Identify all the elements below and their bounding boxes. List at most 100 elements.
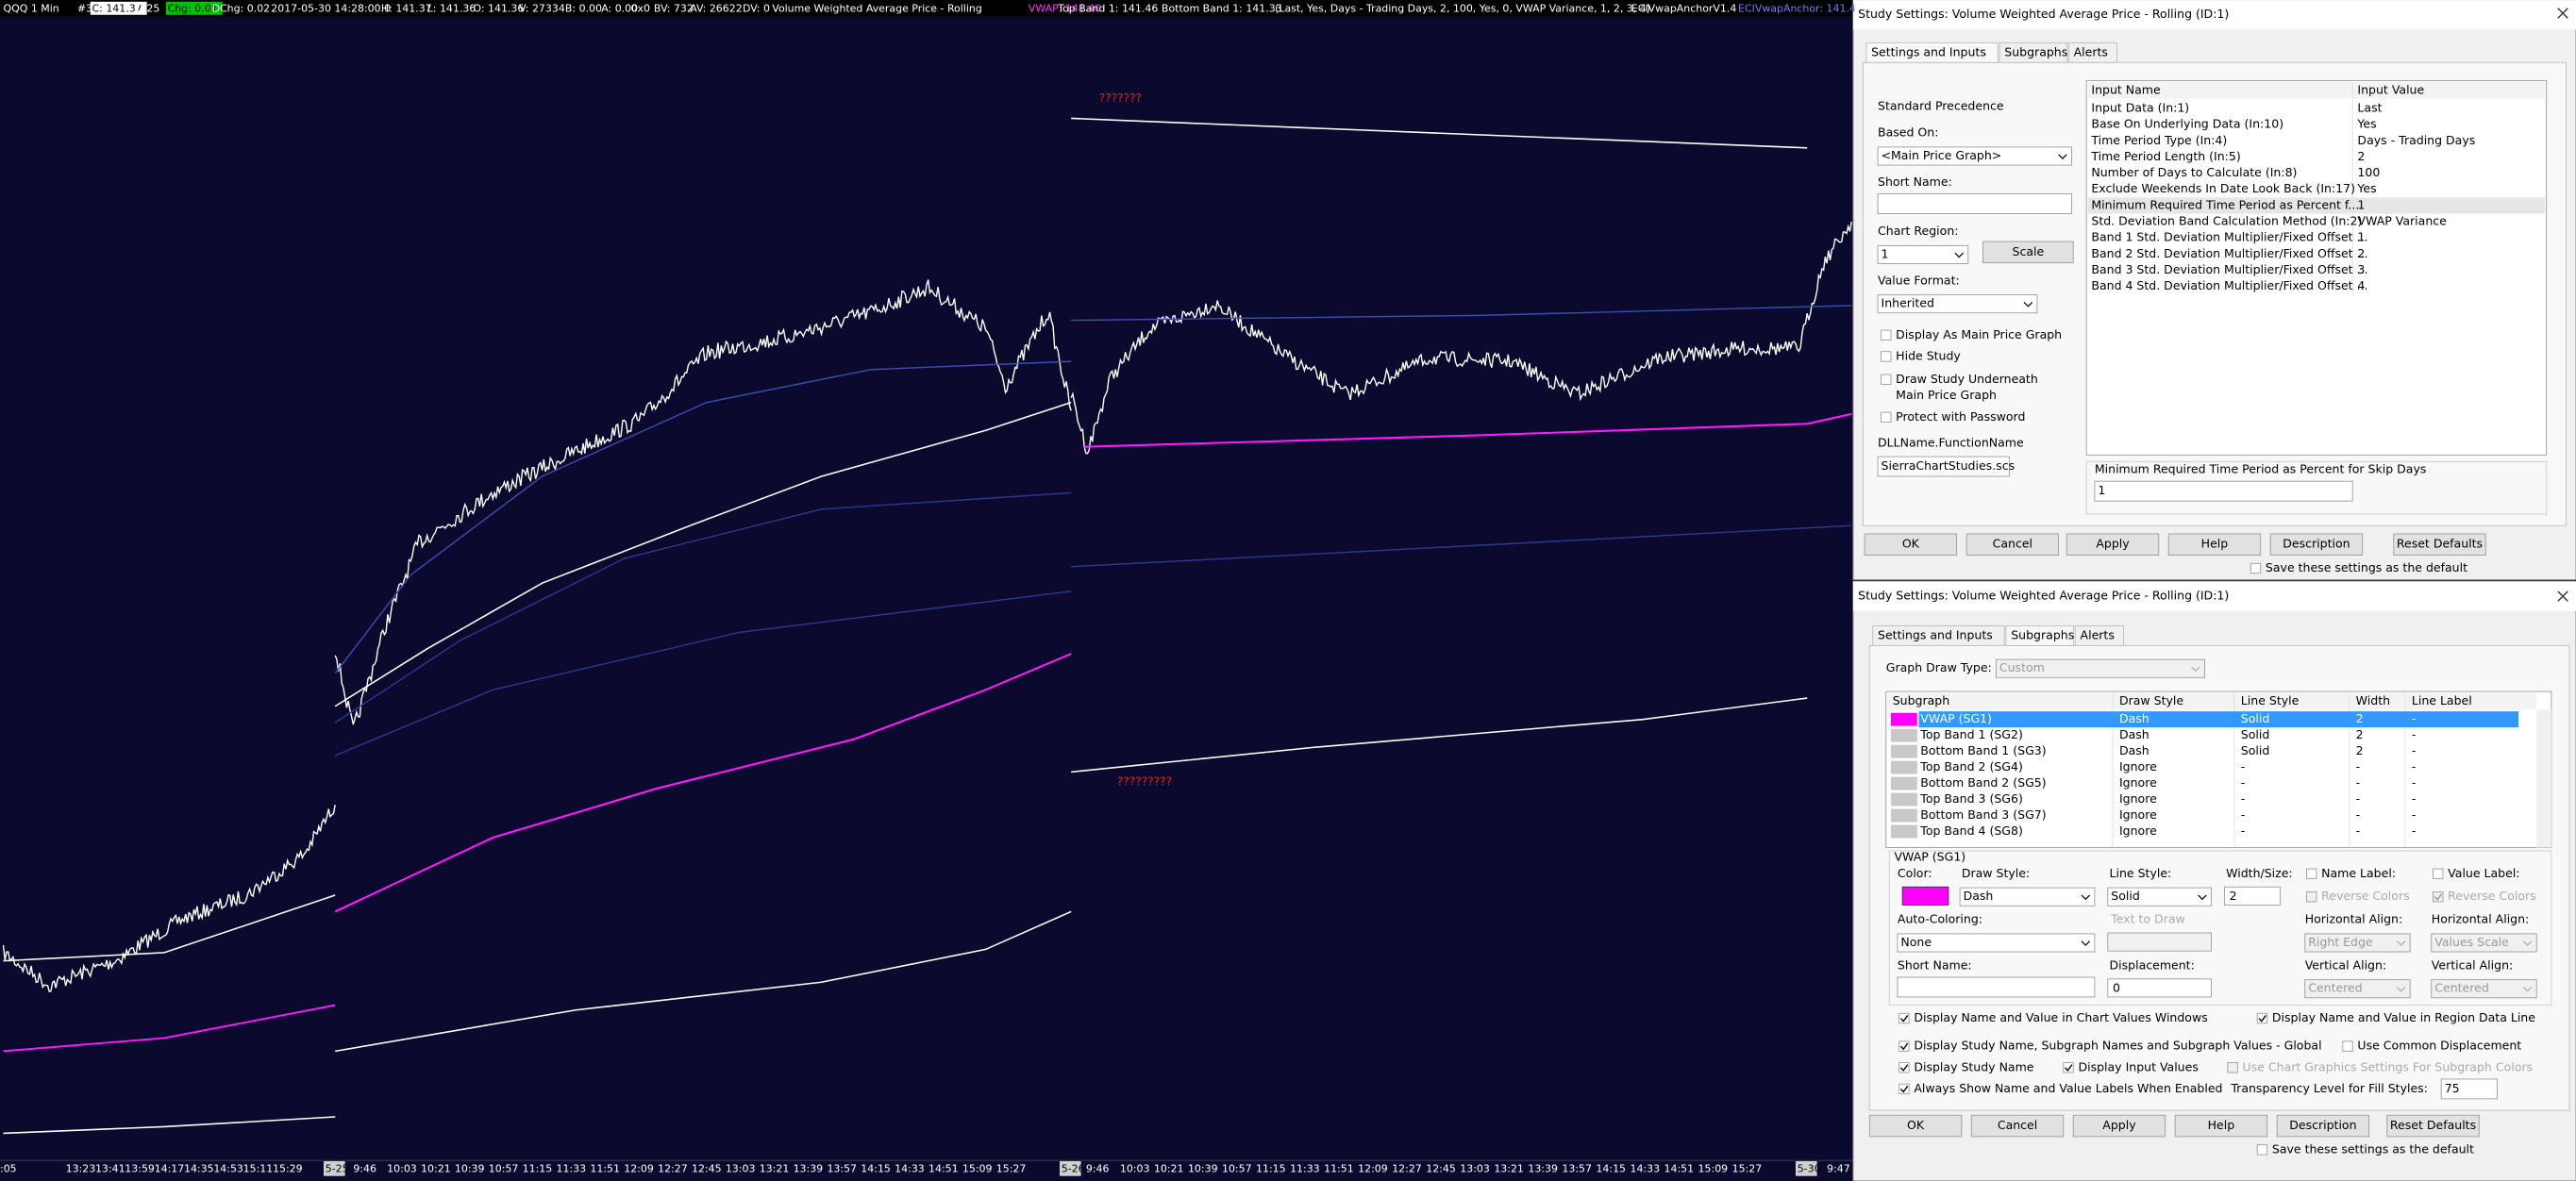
checkbox-label[interactable]: Display Study Name [1914,1059,2033,1073]
text-field[interactable] [2440,1078,2498,1100]
checkbox[interactable] [2342,1040,2353,1052]
checkbox-label[interactable]: Display Study Name, Subgraph Names and S… [1914,1039,2321,1053]
button-label[interactable]: Reset Defaults [2390,1118,2476,1132]
button[interactable] [1965,533,2059,557]
input-value[interactable]: 100 [2357,165,2380,179]
dropdown-value[interactable]: Custom [1999,660,2045,674]
button-label[interactable]: Help [2208,1118,2235,1132]
input-value[interactable]: Last [2357,100,2382,114]
tab[interactable] [2074,624,2124,646]
checkbox-label[interactable]: Display Input Values [2078,1059,2198,1073]
button[interactable] [1864,533,1958,557]
table-cell[interactable]: Ignore [2119,775,2157,790]
input-value[interactable]: Yes [2356,181,2376,195]
text-field[interactable] [2094,480,2353,502]
table-cell[interactable]: - [2356,775,2361,790]
checkbox-label[interactable]: Protect with Password [1896,409,2025,424]
dropdown-value[interactable]: Inherited [1882,296,1934,310]
tab-label[interactable]: Alerts [2074,44,2108,58]
checkbox-label[interactable]: Draw Study Underneath [1896,372,2038,386]
tab[interactable] [2005,624,2075,646]
table-cell[interactable]: - [2356,807,2361,822]
checkbox-label[interactable]: Value Label: [2448,866,2519,880]
checkbox[interactable] [2433,891,2444,903]
checkbox[interactable] [1881,351,1892,362]
table-cell[interactable]: Dash [2119,743,2149,757]
input-name[interactable]: Base On Underlying Data (In:10) [2091,117,2283,131]
table-cell[interactable]: - [2356,823,2361,838]
table-cell[interactable]: - [2241,807,2246,822]
text-field[interactable] [1877,193,2072,214]
close-icon[interactable] [2557,590,2568,602]
checkbox-label[interactable]: Reverse Colors [2321,889,2409,903]
table-cell[interactable]: 2 [2356,743,2364,757]
input-value[interactable]: 4 [2357,278,2365,292]
button-label[interactable]: Cancel [1993,537,2032,551]
input-name[interactable]: Number of Days to Calculate (In:8) [2091,165,2297,179]
button-label[interactable]: Cancel [1998,1118,2037,1132]
input-name[interactable]: Time Period Length (In:5) [2090,149,2240,163]
button-label[interactable]: Apply [2102,1118,2136,1132]
tab-label[interactable]: Subgraphs [2011,627,2074,641]
table-cell[interactable]: 2 [2356,711,2364,725]
table-cell[interactable]: - [2412,791,2417,806]
table-cell[interactable]: 2 [2356,727,2364,741]
table-cell[interactable]: VWAP (SG1) [1920,711,1992,725]
button[interactable] [1970,1114,2065,1138]
button-label[interactable]: Apply [2096,537,2130,551]
input-name[interactable]: Input Data (In:1) [2091,100,2189,114]
table-cell[interactable]: - [2412,727,2417,741]
table-cell[interactable]: Dash [2119,711,2149,725]
dropdown[interactable] [1995,658,2205,678]
table-cell[interactable]: - [2241,791,2246,806]
table-cell[interactable]: Top Band 3 (SG6) [1919,791,2023,806]
dropdown[interactable] [1877,294,2038,314]
input-value[interactable]: Days - Trading Days [2357,133,2475,147]
tab[interactable] [1865,42,1999,63]
input-value[interactable]: 2 [2357,149,2365,163]
checkbox-label[interactable]: Hide Study [1896,348,1961,362]
spin-field[interactable] [2107,978,2212,998]
checkbox[interactable] [2227,1062,2238,1073]
checkbox[interactable] [1881,329,1892,341]
table-cell[interactable]: Solid [2241,727,2270,741]
table-cell[interactable]: Ignore [2119,759,2157,773]
table-cell[interactable]: Bottom Band 2 (SG5) [1920,775,2046,790]
table-cell[interactable]: Top Band 1 (SG2) [1919,727,2023,741]
input-value[interactable]: 2 [2357,246,2365,260]
checkbox[interactable] [2433,868,2444,879]
tab[interactable] [2067,42,2117,63]
checkbox[interactable] [1899,1062,1910,1073]
checkbox-label[interactable]: Display As Main Price Graph [1896,327,2062,341]
dropdown[interactable] [1877,244,1969,264]
dropdown[interactable] [1959,887,2096,907]
checkbox-label[interactable]: Save these settings as the default [2266,560,2467,574]
button-label[interactable]: Description [2283,537,2350,551]
input-name[interactable]: Band 4 Std. Deviation Multiplier/Fixed O… [2091,278,2367,292]
input-name[interactable]: Minimum Required Time Period as Percent … [2091,197,2359,211]
checkbox[interactable] [1881,411,1892,423]
checkbox[interactable] [2306,891,2317,903]
button[interactable] [1982,241,2074,264]
dropdown[interactable] [2304,979,2411,999]
checkbox-label[interactable]: Name Label: [2321,866,2396,880]
button[interactable] [2066,533,2160,557]
dropdown[interactable] [1897,933,2096,953]
dropdown[interactable] [2107,887,2212,907]
checkbox[interactable] [2063,1062,2074,1073]
dropdown[interactable] [2431,979,2537,999]
checkbox[interactable] [1881,374,1892,385]
checkbox-label[interactable]: Use Common Displacement [2357,1039,2521,1053]
button[interactable] [2072,1114,2166,1138]
dropdown-value[interactable]: <Main Price Graph> [1882,148,2002,162]
table-cell[interactable]: - [2412,775,2417,790]
checkbox-label[interactable]: Always Show Name and Value Labels When E… [1914,1081,2222,1095]
table-cell[interactable]: Dash [2119,727,2149,741]
text-field[interactable] [1897,976,2096,998]
table-cell[interactable]: - [2412,823,2417,838]
button-label[interactable]: OK [1902,537,1920,551]
button[interactable] [2276,1114,2370,1138]
button-label[interactable]: Description [2289,1118,2356,1132]
input-name[interactable]: Band 3 Std. Deviation Multiplier/Fixed O… [2091,262,2367,276]
checkbox[interactable] [2306,868,2317,879]
